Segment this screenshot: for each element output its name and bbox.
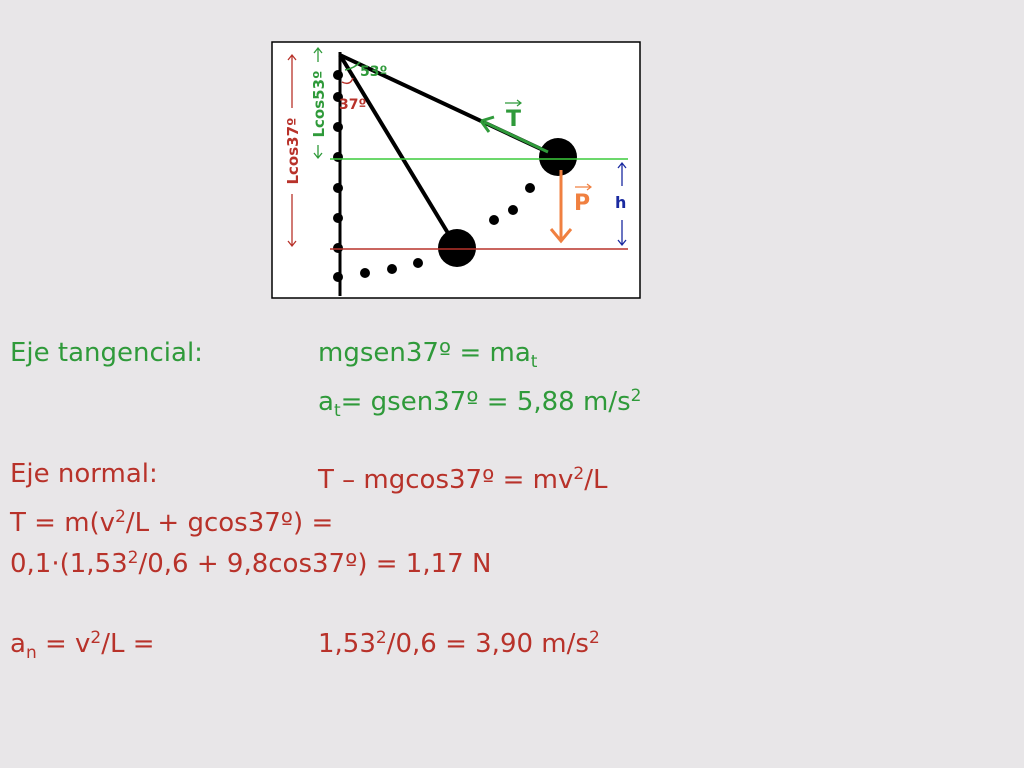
subscript: n (25, 643, 37, 663)
text-run: = v (36, 629, 91, 659)
angle-label: 37º (339, 97, 366, 113)
text-run: /0,6 = 3,90 m/s (386, 629, 589, 659)
text-run: mgsen37º = ma (318, 338, 531, 368)
supscript: 2 (573, 464, 585, 484)
equation: 0,1·(1,532/0,6 + 9,8cos37º) = 1,17 N (10, 543, 491, 579)
text-run: T = m(v (10, 508, 116, 538)
supscript: 2 (375, 628, 387, 648)
equation: 1,532/0,6 = 3,90 m/s2 (318, 623, 600, 659)
text-run: 0,1·(1,53 (10, 549, 128, 579)
text-run: Eje tangencial: (10, 338, 203, 368)
angle-arc (344, 61, 361, 71)
length-arrows (313, 46, 323, 160)
text-run: /L + gcos37º) = (125, 508, 334, 538)
equation: T – mgcos37º = mv2/L (318, 459, 607, 495)
supscript: 2 (90, 628, 102, 648)
string-low (338, 53, 459, 250)
supscript: 2 (127, 548, 139, 568)
text-run: /L (584, 465, 608, 495)
height-arrows (617, 161, 627, 247)
equation: mgsen37º = mat (318, 338, 537, 377)
ball-low (438, 229, 476, 267)
arrow-head (549, 228, 573, 244)
length-arrows (287, 53, 297, 248)
supscript: 2 (588, 628, 600, 648)
text-run: /0,6 + 9,8cos37º) = 1,17 N (138, 549, 492, 579)
length-label: Lcos53º (310, 70, 328, 137)
ball-high (539, 138, 577, 176)
force-label: T (506, 107, 521, 132)
angle-arc (341, 77, 354, 85)
text-run: 1,53 (318, 629, 376, 659)
height-label: h (615, 193, 626, 212)
vector-arrow (505, 99, 522, 107)
tension-arrow (483, 120, 549, 154)
trajectory-dots (333, 70, 535, 282)
equation: at= gsen37º = 5,88 m/s2 (318, 381, 641, 426)
text-run: Eje normal: (10, 459, 158, 489)
supscript: 2 (630, 386, 642, 406)
equation-label: Eje normal: (10, 459, 158, 489)
equation-label: an = v2/L = (10, 623, 155, 668)
text-run: = gsen37º = 5,88 m/s (340, 387, 631, 417)
text-run: a (10, 629, 26, 659)
vector-arrow (575, 183, 592, 191)
angle-label: 53º (360, 64, 387, 80)
equation: T = m(v2/L + gcos37º) = (10, 502, 333, 538)
subscript: t (333, 401, 341, 421)
supscript: 2 (115, 507, 126, 527)
text-run: T – mgcos37º = mv (318, 465, 574, 495)
equation-label: Eje tangencial: (10, 338, 203, 368)
text-run: a (318, 387, 334, 417)
force-label: P (574, 191, 590, 216)
text-run: /L = (101, 629, 155, 659)
arrow-head (479, 115, 495, 133)
length-label: Lcos37º (284, 117, 302, 184)
subscript: t (530, 352, 538, 372)
